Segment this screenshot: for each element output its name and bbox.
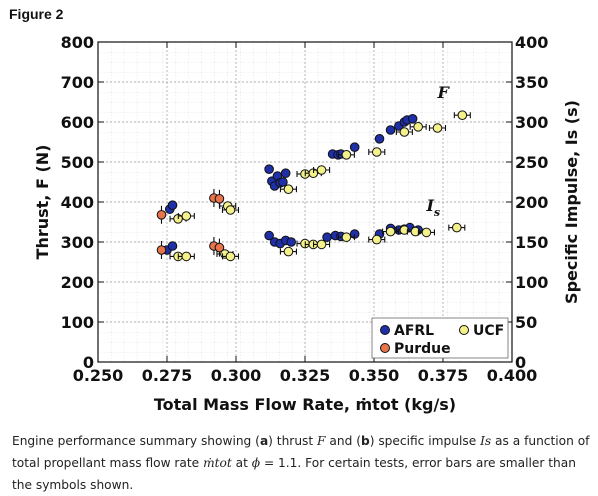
point-ucf-f (457, 110, 468, 120)
y-left-tick-label: 700 (61, 73, 94, 92)
caption-text-6: at (231, 456, 252, 470)
caption-text-2: ) thrust (268, 434, 318, 448)
point-afrl-is (167, 241, 178, 251)
point-ucf-f (341, 150, 352, 160)
point-afrl-f (349, 142, 360, 152)
point-ucf-f (371, 147, 382, 157)
caption-label-a: a (259, 434, 269, 448)
caption-symbol-mtot: ṁtot (203, 456, 232, 470)
point-afrl-f (374, 134, 385, 144)
y-axis-left-title: Thrust, F (N) (33, 145, 52, 260)
chart: 0.250 0.275 0.300 0.325 0.350 0.375 0.400 0 100… (33, 33, 581, 414)
point-afrl-f (385, 125, 396, 135)
figure-caption: Engine performance summary showing (a) t… (12, 430, 590, 496)
legend-purdue-label: Purdue (394, 341, 451, 357)
y-right-tick-label: 250 (515, 153, 548, 172)
legend-afrl-label: AFRL (394, 323, 434, 339)
point-ucf-is (452, 222, 462, 233)
y-left-tick-label: 300 (61, 233, 94, 252)
point-ucf-f (399, 127, 410, 137)
x-tick-label: 0.375 (418, 366, 469, 385)
caption-text-3: and ( (325, 434, 361, 448)
y-axis-right-title: Specific Impulse, Is (s) (562, 100, 581, 304)
y-right-tick-label: 300 (515, 113, 548, 132)
point-purdue-is (214, 242, 225, 253)
legend-ucf-marker (459, 325, 469, 335)
point-ucf-f (316, 165, 327, 175)
y-left-tick-labels: 0 100 200 300 400 500 600 700 800 (61, 33, 94, 372)
y-left-tick-label: 800 (61, 33, 94, 52)
caption-text-5: as a function of total propellant mass f… (12, 434, 590, 470)
caption-text-4: ) specific impulse (369, 434, 481, 448)
point-ucf-is (399, 225, 410, 235)
y-right-tick-label: 200 (515, 193, 548, 212)
point-ucf-is (385, 226, 396, 237)
y-right-tick-label: 0 (515, 353, 526, 372)
x-axis-title: Total Mass Flow Rate, ṁtot (kg/s) (154, 395, 456, 414)
caption-text-1: Engine performance summary showing ( (12, 434, 260, 448)
legend: AFRL UCF Purdue (371, 317, 509, 359)
point-purdue-f (214, 194, 225, 204)
y-left-tick-label: 400 (61, 193, 94, 212)
point-ucf-is (410, 226, 421, 237)
point-ucf-is (316, 239, 327, 250)
point-ucf-is (225, 251, 236, 262)
x-tick-label: 0.400 (487, 366, 538, 385)
y-left-tick-label: 0 (83, 353, 94, 372)
point-ucf-is (283, 246, 294, 257)
x-tick-label: 0.250 (73, 366, 124, 385)
caption-symbol-isp: Is (480, 434, 492, 448)
point-afrl-f (278, 177, 288, 187)
y-left-tick-label: 600 (61, 113, 94, 132)
x-tick-label: 0.350 (349, 366, 400, 385)
series-annotation: F (436, 83, 450, 102)
legend-purdue-marker (380, 343, 390, 353)
point-ucf-f (283, 184, 294, 194)
y-left-tick-label: 200 (61, 273, 94, 292)
point-ucf-is (421, 227, 432, 238)
caption-symbol-phi: ϕ (251, 456, 261, 470)
point-ucf-f (181, 211, 192, 221)
legend-box (371, 317, 509, 359)
x-tick-labels: 0.250 0.275 0.300 0.325 0.350 0.375 0.400 (73, 366, 538, 385)
point-afrl-f (280, 168, 291, 178)
point-purdue-f (156, 210, 167, 220)
point-ucf-f (432, 123, 443, 133)
y-left-tick-label: 500 (61, 153, 94, 172)
legend-ucf-label: UCF (473, 323, 504, 339)
point-afrl-f (264, 164, 274, 174)
y-right-tick-label: 400 (515, 33, 548, 52)
point-afrl-is (264, 230, 274, 241)
figure-label: Figure 2 (9, 6, 64, 22)
caption-label-b: b (360, 434, 370, 448)
point-afrl-f (407, 114, 418, 124)
point-ucf-is (181, 251, 192, 262)
point-ucf-f (225, 205, 236, 215)
y-right-tick-labels: 0 50 100 150 200 250 300 350 400 (515, 33, 548, 372)
x-tick-label: 0.300 (211, 366, 262, 385)
series-annotation-subscript: s (434, 206, 440, 219)
y-right-tick-label: 100 (515, 273, 548, 292)
point-ucf-f (413, 122, 423, 132)
y-right-tick-label: 150 (515, 233, 548, 252)
axis-ticks (97, 41, 513, 363)
y-left-tick-label: 100 (61, 313, 94, 332)
point-afrl-is (286, 237, 297, 247)
caption-symbol-f: F (317, 434, 326, 448)
point-ucf-is (371, 234, 382, 245)
caption-text-7: = 1.1. For certain tests, error bars are… (12, 456, 576, 492)
legend-afrl-marker (380, 325, 390, 335)
x-tick-label: 0.275 (142, 366, 193, 385)
point-afrl-f (167, 200, 178, 210)
y-right-tick-label: 50 (515, 313, 537, 332)
y-right-tick-label: 350 (515, 73, 548, 92)
point-ucf-is (341, 232, 352, 242)
data-marks (156, 110, 471, 262)
point-afrl-is (322, 232, 332, 242)
point-purdue-is (156, 245, 167, 255)
x-tick-label: 0.325 (280, 366, 331, 385)
